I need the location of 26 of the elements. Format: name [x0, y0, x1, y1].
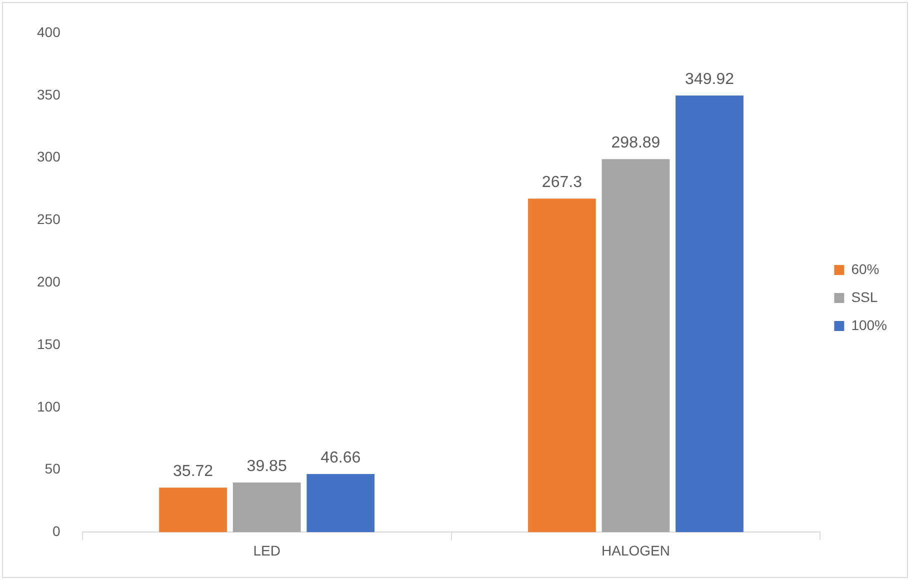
y-tick-label: 50 [44, 460, 61, 477]
legend-label: 100% [851, 316, 888, 333]
y-tick-label: 100 [37, 398, 61, 414]
y-tick-label: 400 [37, 24, 61, 40]
data-label: 267.3 [542, 174, 582, 192]
bar [602, 159, 670, 532]
bar [306, 474, 375, 532]
y-tick-label: 150 [37, 336, 61, 352]
y-tick-label: 250 [37, 211, 61, 228]
y-tick-label: 200 [37, 273, 61, 290]
bar [159, 488, 227, 532]
y-tick-label: 350 [37, 86, 61, 102]
data-label: 298.89 [611, 134, 660, 152]
data-label: 39.85 [246, 458, 287, 475]
data-label: 46.66 [320, 449, 361, 466]
y-tick-label: 0 [52, 523, 61, 540]
data-label: 349.92 [685, 70, 734, 88]
bar [232, 482, 301, 532]
bar [528, 198, 596, 532]
data-label: 35.72 [173, 463, 214, 480]
x-tick-label: HALOGEN [602, 542, 670, 558]
x-tick-label: LED [253, 542, 280, 558]
y-tick-label: 300 [37, 148, 61, 165]
bar [676, 96, 744, 532]
legend-label: 60% [851, 260, 880, 277]
legend-label: SSL [851, 288, 878, 305]
